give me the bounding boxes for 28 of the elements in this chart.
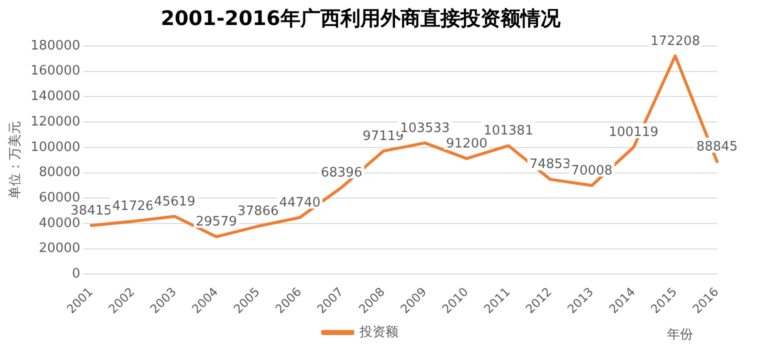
y-tick-label: 180000 bbox=[30, 38, 80, 54]
y-tick-label: 60000 bbox=[38, 190, 80, 206]
data-label: 101381 bbox=[484, 124, 534, 139]
data-label: 45619 bbox=[154, 194, 196, 210]
y-tick-label: 120000 bbox=[30, 114, 80, 130]
data-label: 70008 bbox=[571, 163, 613, 178]
data-label: 37866 bbox=[237, 204, 279, 220]
y-tick-label: 160000 bbox=[30, 64, 80, 79]
legend-label: 投资额 bbox=[358, 324, 398, 340]
data-label: 29579 bbox=[196, 214, 238, 230]
data-label: 91200 bbox=[446, 136, 488, 152]
data-label: 100119 bbox=[608, 125, 658, 140]
y-tick-label: 140000 bbox=[30, 89, 80, 104]
data-label: 172208 bbox=[650, 34, 700, 49]
x-axis-title: 年份 bbox=[667, 327, 693, 342]
data-label: 88845 bbox=[696, 139, 738, 154]
y-axis-title: 单位：万美元 bbox=[7, 121, 24, 200]
chart-title: 2001-2016年广西利用外商直接投资额情况 bbox=[160, 6, 562, 30]
y-tick-label: 80000 bbox=[38, 165, 80, 180]
data-label: 38415 bbox=[70, 203, 112, 218]
y-tick-label: 0 bbox=[72, 266, 80, 282]
data-label: 44740 bbox=[279, 195, 320, 210]
data-label: 41726 bbox=[112, 199, 154, 214]
data-label: 74853 bbox=[529, 157, 571, 172]
y-tick-label: 100000 bbox=[30, 140, 80, 155]
y-tick-label: 40000 bbox=[38, 216, 80, 231]
data-label: 68396 bbox=[320, 165, 362, 180]
y-tick-label: 20000 bbox=[38, 241, 80, 256]
